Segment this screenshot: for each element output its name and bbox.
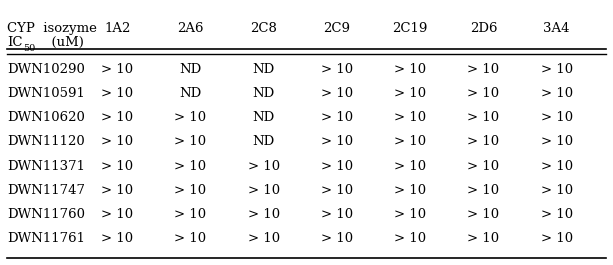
Text: > 10: > 10 xyxy=(467,184,500,197)
Text: > 10: > 10 xyxy=(101,63,134,76)
Text: DWN11747: DWN11747 xyxy=(7,184,85,197)
Text: 1A2: 1A2 xyxy=(104,23,131,36)
Text: > 10: > 10 xyxy=(321,208,353,221)
Text: > 10: > 10 xyxy=(394,87,426,100)
Text: > 10: > 10 xyxy=(321,184,353,197)
Text: ND: ND xyxy=(180,87,202,100)
Text: > 10: > 10 xyxy=(467,160,500,173)
Text: 2C19: 2C19 xyxy=(392,23,428,36)
Text: > 10: > 10 xyxy=(467,232,500,245)
Text: IC: IC xyxy=(7,36,23,48)
Text: > 10: > 10 xyxy=(541,184,573,197)
Text: > 10: > 10 xyxy=(541,160,573,173)
Text: > 10: > 10 xyxy=(467,135,500,148)
Text: > 10: > 10 xyxy=(541,208,573,221)
Text: 2A6: 2A6 xyxy=(177,23,204,36)
Text: > 10: > 10 xyxy=(541,87,573,100)
Text: > 10: > 10 xyxy=(394,160,426,173)
Text: > 10: > 10 xyxy=(101,135,134,148)
Text: DWN10591: DWN10591 xyxy=(7,87,85,100)
Text: > 10: > 10 xyxy=(175,111,207,124)
Text: DWN11120: DWN11120 xyxy=(7,135,85,148)
Text: > 10: > 10 xyxy=(321,135,353,148)
Text: > 10: > 10 xyxy=(394,111,426,124)
Text: > 10: > 10 xyxy=(175,135,207,148)
Text: > 10: > 10 xyxy=(541,135,573,148)
Text: 3A4: 3A4 xyxy=(544,23,570,36)
Text: > 10: > 10 xyxy=(101,87,134,100)
Text: 2C8: 2C8 xyxy=(250,23,277,36)
Text: > 10: > 10 xyxy=(248,160,280,173)
Text: > 10: > 10 xyxy=(321,63,353,76)
Text: DWN11760: DWN11760 xyxy=(7,208,85,221)
Text: 2D6: 2D6 xyxy=(470,23,497,36)
Text: > 10: > 10 xyxy=(101,111,134,124)
Text: > 10: > 10 xyxy=(394,184,426,197)
Text: > 10: > 10 xyxy=(394,208,426,221)
Text: > 10: > 10 xyxy=(101,232,134,245)
Text: > 10: > 10 xyxy=(467,111,500,124)
Text: DWN11761: DWN11761 xyxy=(7,232,85,245)
Text: > 10: > 10 xyxy=(394,63,426,76)
Text: DWN11371: DWN11371 xyxy=(7,160,85,173)
Text: > 10: > 10 xyxy=(175,184,207,197)
Text: > 10: > 10 xyxy=(467,208,500,221)
Text: > 10: > 10 xyxy=(248,208,280,221)
Text: > 10: > 10 xyxy=(175,208,207,221)
Text: > 10: > 10 xyxy=(175,232,207,245)
Text: DWN10620: DWN10620 xyxy=(7,111,85,124)
Text: (uM): (uM) xyxy=(43,36,84,48)
Text: > 10: > 10 xyxy=(101,184,134,197)
Text: > 10: > 10 xyxy=(321,160,353,173)
Text: > 10: > 10 xyxy=(321,232,353,245)
Text: > 10: > 10 xyxy=(541,63,573,76)
Text: > 10: > 10 xyxy=(248,232,280,245)
Text: > 10: > 10 xyxy=(467,87,500,100)
Text: > 10: > 10 xyxy=(394,135,426,148)
Text: > 10: > 10 xyxy=(175,160,207,173)
Text: > 10: > 10 xyxy=(248,184,280,197)
Text: CYP  isozyme: CYP isozyme xyxy=(7,23,97,36)
Text: ND: ND xyxy=(253,63,275,76)
Text: > 10: > 10 xyxy=(101,160,134,173)
Text: > 10: > 10 xyxy=(321,111,353,124)
Text: > 10: > 10 xyxy=(541,232,573,245)
Text: > 10: > 10 xyxy=(394,232,426,245)
Text: ND: ND xyxy=(253,87,275,100)
Text: 2C9: 2C9 xyxy=(324,23,351,36)
Text: ND: ND xyxy=(253,111,275,124)
Text: ND: ND xyxy=(180,63,202,76)
Text: > 10: > 10 xyxy=(541,111,573,124)
Text: > 10: > 10 xyxy=(467,63,500,76)
Text: 50: 50 xyxy=(23,44,36,53)
Text: DWN10290: DWN10290 xyxy=(7,63,85,76)
Text: > 10: > 10 xyxy=(101,208,134,221)
Text: > 10: > 10 xyxy=(321,87,353,100)
Text: ND: ND xyxy=(253,135,275,148)
